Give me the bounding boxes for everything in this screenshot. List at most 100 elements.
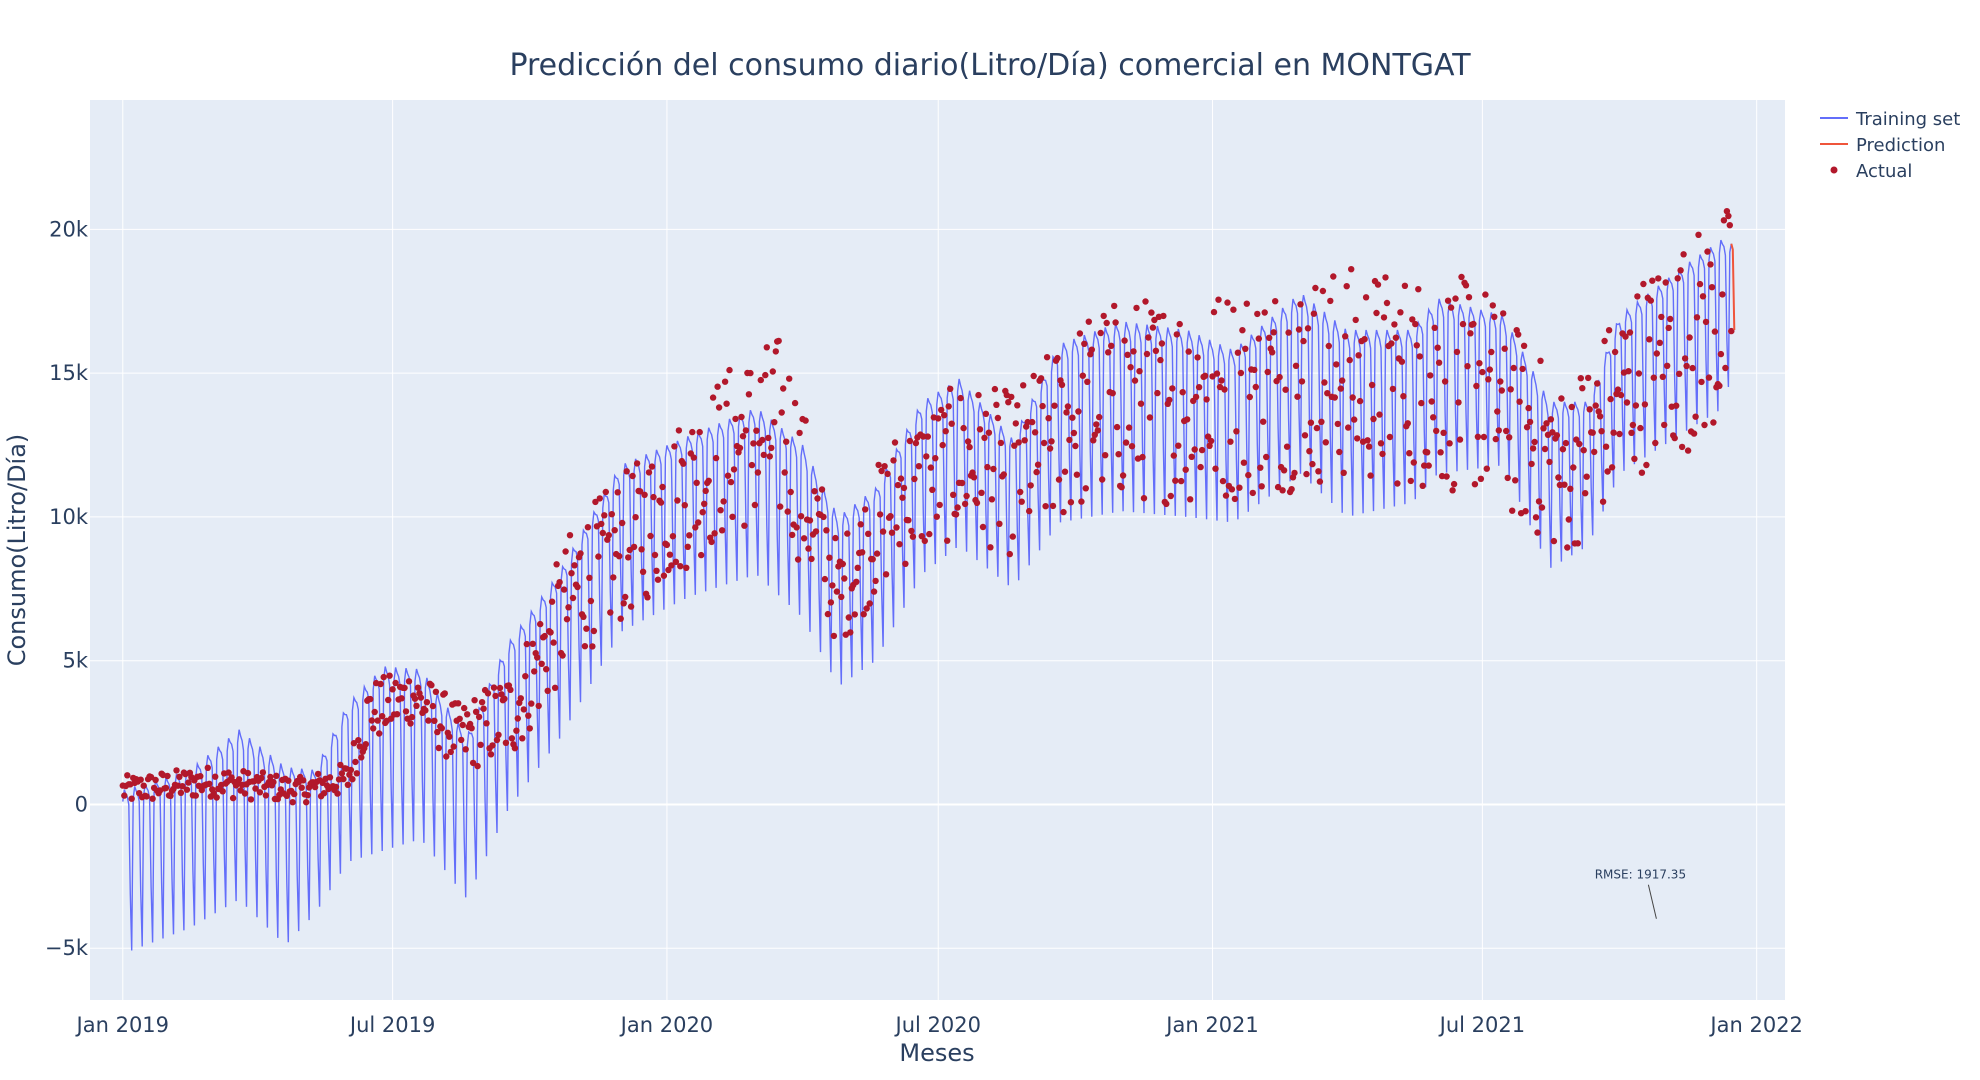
actual-point [860,611,867,618]
actual-point [1532,514,1540,521]
legend-item-prediction[interactable]: Prediction [1820,135,1945,156]
actual-point [1184,416,1191,423]
actual-point [669,533,677,540]
actual-point [531,668,538,675]
actual-point [826,554,833,561]
actual-point [1330,273,1337,280]
y-tick-labels: −5k 0 5k 10k 15k 20k [45,217,89,960]
actual-point [1689,364,1696,372]
actual-point [480,705,487,712]
actual-point [179,783,186,790]
actual-point [739,433,747,440]
actual-point [1382,274,1389,281]
actual-point [432,688,440,695]
actual-point [1567,485,1574,492]
actual-point [988,496,996,503]
actual-point [1626,329,1634,336]
actual-point [1598,428,1605,435]
actual-point [778,409,785,416]
actual-point [1676,370,1683,377]
actual-point [443,753,450,760]
actual-point [1455,399,1462,406]
actual-point [1401,282,1409,289]
actual-point [990,465,997,473]
actual-point [1482,291,1489,298]
actual-point [1425,462,1432,469]
actual-point [1638,469,1646,476]
actual-point [911,475,918,483]
actual-point [508,735,516,742]
actual-point [750,440,757,447]
actual-point [1236,484,1243,491]
actual-point [619,519,626,527]
actual-point [517,695,524,702]
legend-item-training[interactable]: Training set [1820,109,1960,130]
actual-point [1283,443,1291,450]
actual-point [766,453,773,460]
actual-point [729,513,736,520]
actual-point [140,782,147,789]
actual-point [1269,349,1276,356]
actual-point [291,790,298,798]
actual-point [693,479,700,486]
actual-point [1340,469,1347,476]
actual-point [487,751,495,758]
actual-point [298,784,305,791]
actual-point [1510,364,1517,372]
actual-point [1264,368,1271,376]
actual-point [684,543,691,550]
actual-point [644,594,651,601]
actual-point [893,524,900,531]
y-tick-label: 5k [62,649,88,673]
actual-point [1254,310,1261,318]
actual-point [627,603,635,610]
actual-point [875,461,882,469]
actual-point [991,385,999,393]
actual-point [753,427,760,434]
actual-point [941,412,948,419]
actual-point [1495,427,1503,434]
actual-point [1210,308,1218,316]
actual-point [496,684,504,692]
actual-point [1274,483,1282,491]
actual-point [692,524,699,531]
annotation-arrow [1647,884,1657,919]
actual-point [726,366,733,374]
actual-point [814,495,821,502]
legend-item-actual[interactable]: Actual [1830,161,1913,182]
actual-point [1345,424,1352,431]
actual-point [650,493,657,501]
actual-point [876,511,884,518]
actual-point [1447,304,1455,311]
legend: Training set Prediction Actual [1820,109,1960,182]
actual-point [633,460,641,467]
actual-point [787,488,794,496]
actual-point [371,708,378,716]
actual-point [1142,298,1149,305]
actual-point [802,417,809,424]
actual-point [908,527,915,535]
actual-point [408,713,416,721]
actual-point [1124,351,1131,358]
actual-point [300,777,307,784]
actual-point [355,737,362,744]
actual-point [717,507,724,514]
actual-point [434,728,441,736]
actual-point [1178,477,1185,485]
actual-point [495,731,502,738]
actual-point [1610,429,1617,436]
actual-point [407,720,414,727]
actual-point [1173,331,1181,338]
actual-point [568,570,575,577]
actual-point [1690,430,1698,437]
actual-point [1370,415,1377,423]
actual-point [1452,295,1459,302]
actual-point [979,523,987,531]
actual-point [1146,414,1154,421]
actual-point [1623,399,1631,406]
actual-point [671,443,678,450]
actual-point [1595,408,1602,415]
actual-point [747,369,754,377]
actual-point [926,530,933,538]
actual-point [1488,348,1495,356]
